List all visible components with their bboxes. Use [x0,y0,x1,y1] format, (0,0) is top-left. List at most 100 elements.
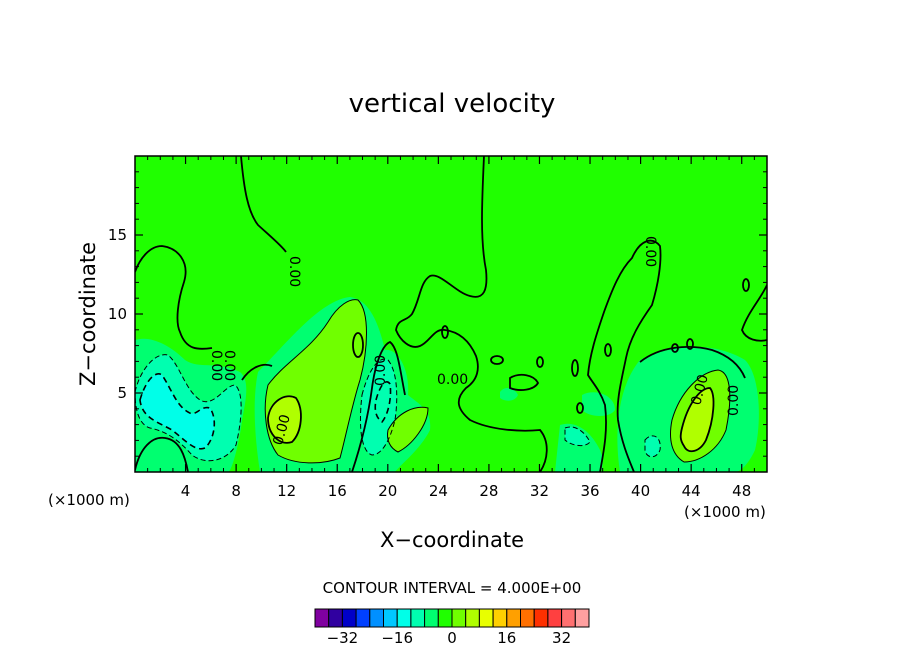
colorbar-swatch [561,608,576,628]
x-axis-label: X−coordinate [380,528,524,552]
x-tick-label: 36 [580,482,599,500]
colorbar-swatch [520,608,535,628]
colorbar-swatch [574,608,590,628]
zero-contour [604,343,612,357]
contour-interval-text: CONTOUR INTERVAL = 4.000E+00 [323,579,582,597]
colorbar-swatch [383,608,398,628]
colorbar-swatch [355,608,371,628]
x-tick-label: 40 [631,482,650,500]
zero-contour [576,402,584,414]
x-tick-label: 16 [328,482,347,500]
strong-negative-regions [140,373,215,449]
colorbar-swatch [314,608,330,628]
negative-region [645,435,661,457]
negative-contour [135,354,242,462]
colorbar-swatch [396,608,412,628]
positive-region [387,407,428,452]
zero-contour [571,359,579,377]
contour-label: 0.00 [221,350,237,381]
zero-contour [509,373,540,391]
zero-contour [241,363,273,381]
zero-band-region [500,388,518,401]
strong-positive-regions [268,388,714,452]
zero-contour [351,340,406,472]
y-axis: 5 10 15 [108,171,767,457]
zero-band-region [582,392,615,416]
negative-contour [644,435,661,458]
contour-label: 0.00 [642,236,658,267]
positive-contour [267,395,302,444]
x-tick-label: 48 [732,482,751,500]
chart-title: vertical velocity [349,89,556,119]
colorbar-tick-label: −32 [327,629,359,647]
positive-region [268,396,301,443]
colorbar-swatch [328,608,343,628]
plot-area: 0.00 0.00 0.00 0.00 0.00 0.00 0.00 0.00 … [135,156,767,472]
negative-contour [564,426,591,447]
positive-contours [264,299,731,464]
zero-contour [395,156,548,472]
positive-contour [670,369,731,463]
contour-label: 0.00 [373,355,389,386]
x-axis: 4 8 12 16 20 24 28 32 36 40 44 48 [147,156,755,500]
colorbar-swatch [506,608,521,628]
x-tick-label: 28 [479,482,498,500]
zero-contour [135,245,213,350]
colorbar-swatch [451,608,467,628]
positive-contour [387,406,429,453]
y-tick-label: 10 [108,305,127,323]
positive-contour [679,387,715,453]
x-tick-label: 20 [378,482,397,500]
colorbar-swatch [478,608,494,628]
contour-label: 0.00 [437,372,468,388]
zero-contour [741,284,767,342]
x-units-right: (×1000 m) [684,503,766,521]
x-tick-label: 24 [429,482,448,500]
zero-contour [742,278,750,292]
contour-label: 0.00 [286,256,302,287]
positive-contour [264,299,367,464]
x-tick-label: 8 [231,482,241,500]
contour-label: 0.00 [726,385,742,416]
contour-labels: 0.00 0.00 0.00 0.00 0.00 0.00 0.00 0.00 … [208,236,742,447]
x-tick-label: 32 [530,482,549,500]
colorbar-swatch [465,608,480,628]
positive-region [680,388,714,452]
colorbar-tick-label: 0 [447,629,457,647]
colorbar-swatch [424,608,439,628]
zero-contour [135,436,189,472]
zero-contour [352,332,364,358]
colorbar-swatch [437,608,453,628]
colorbar: −32 −16 0 16 32 [314,608,590,647]
negative-region [140,373,215,449]
zero-contour [639,345,746,379]
zero-contour [686,338,694,350]
zero-contour [240,156,287,253]
zero-contour [441,325,449,339]
negative-region [565,426,590,446]
zero-contour [536,356,544,368]
zero-contour [671,343,679,353]
colorbar-swatch [547,608,563,628]
strong-positive-contours [267,387,715,453]
zero-contour [490,355,504,365]
colorbar-tick-label: 16 [497,629,516,647]
colorbar-swatch [410,608,426,628]
y-tick-label: 15 [108,226,127,244]
negative-contours [135,354,661,462]
colorbar-swatch [369,608,384,628]
colorbar-tick-label: 32 [552,629,571,647]
y-axis-label: Z−coordinate [76,242,100,386]
colorbar-swatch [492,608,508,628]
contour-label: 0.00 [208,350,224,381]
colorbar-swatch [341,608,357,628]
x-units-left: (×1000 m) [48,491,130,509]
colorbar-tick-label: −16 [381,629,413,647]
zero-contour [587,239,662,472]
contour-label: 0.00 [688,373,712,407]
x-tick-label: 12 [277,482,296,500]
y-tick-label: 5 [117,384,127,402]
zero-contours [135,156,767,472]
x-tick-label: 4 [181,482,191,500]
